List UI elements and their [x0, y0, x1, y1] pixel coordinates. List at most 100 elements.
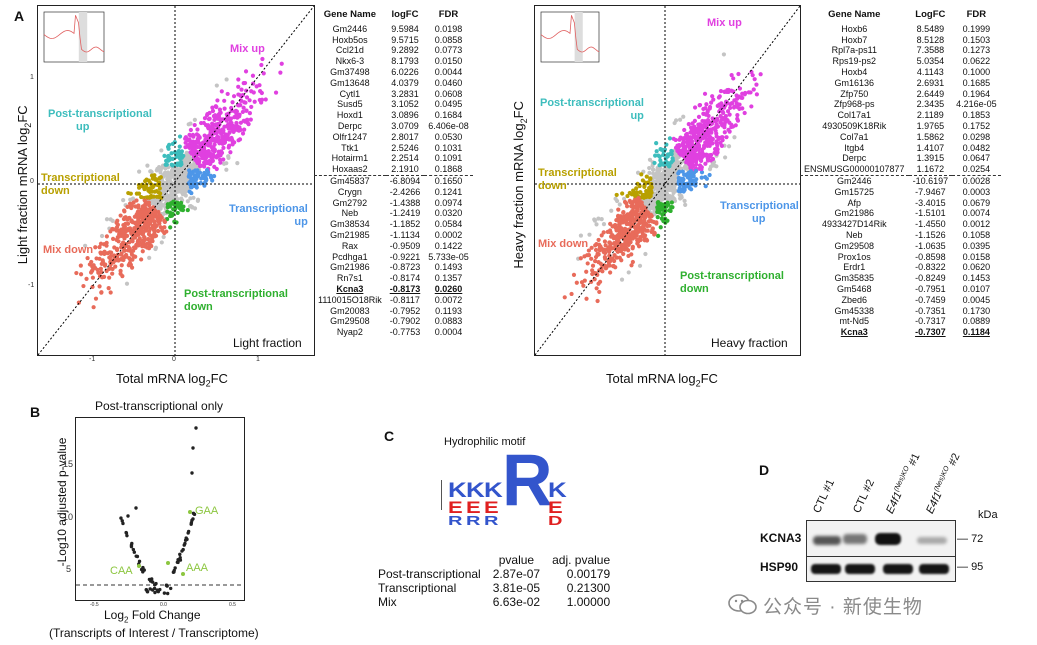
scatter-point: [697, 163, 703, 168]
scatter-point: [723, 155, 728, 160]
scatter-point: [692, 105, 698, 110]
scatter-point: [703, 184, 708, 189]
scatter-point: [127, 226, 133, 231]
fdr-cell: 0.1752: [962, 120, 991, 131]
logfc-cell: 2.5246: [391, 142, 419, 153]
scatter-point: [596, 281, 601, 286]
scatter-point: [146, 237, 151, 242]
volcano-point: [180, 549, 184, 553]
logfc-cell: 2.1910: [391, 164, 419, 175]
scatter-point: [675, 146, 680, 151]
logo-letter-e: E: [466, 498, 481, 517]
scatter-point: [648, 212, 653, 217]
fdr-cell: 0.1650: [424, 174, 473, 187]
scatter-point: [613, 196, 618, 201]
scatter-point: [104, 240, 109, 245]
scatter-point: [136, 203, 141, 208]
gene-name-cell: Gm21986: [330, 262, 370, 273]
scatter-point: [153, 246, 158, 252]
scatter-point: [122, 224, 128, 229]
scatter-point: [613, 235, 619, 241]
scatter-point: [146, 232, 152, 237]
fdr-cell: 0.1453: [962, 273, 991, 284]
volcano-point: [190, 471, 194, 475]
scatter-point: [585, 261, 590, 266]
scatter-point: [603, 266, 608, 271]
fdr-cell: 0.1273: [962, 45, 991, 56]
gene-name-cell: Gm2792: [332, 197, 368, 208]
volcano-point: [150, 588, 155, 592]
scatter-point: [702, 143, 707, 148]
logfc-cell: -0.7317: [915, 316, 946, 327]
scatter-point: [735, 116, 740, 121]
scatter-point: [211, 145, 216, 150]
scatter-point: [645, 223, 650, 229]
scatter-point: [132, 226, 137, 231]
scatter-point: [159, 148, 164, 153]
scatter-point: [671, 179, 677, 184]
scatter-point: [214, 166, 219, 172]
scatter-point: [162, 170, 168, 175]
scatter-point: [177, 144, 182, 149]
scatter-point: [688, 146, 693, 151]
scatter-point: [655, 215, 660, 220]
scatter-point: [98, 266, 103, 271]
scatter-point: [148, 226, 153, 231]
fdr-cell: 0.1684: [434, 110, 463, 121]
scatter-point: [593, 271, 599, 276]
logo-letter-r: R: [466, 514, 481, 529]
scatter-point: [608, 270, 613, 275]
scatter-point: [729, 72, 734, 78]
gene-name-cell: Gm21985: [330, 229, 370, 240]
gene-name-cell: Cytl1: [339, 88, 361, 99]
logfc-cell: 3.0709: [391, 120, 419, 131]
scatter-point: [635, 223, 640, 228]
scatter-point: [672, 120, 677, 126]
scatter-point: [187, 189, 192, 194]
table-row: Gm15725 -7.9467 0.0003: [800, 187, 1001, 198]
scatter-point: [180, 192, 186, 197]
scatter-point: [140, 205, 145, 210]
scatter-point: [165, 196, 170, 201]
scatter-point: [208, 173, 213, 178]
table-row: Itgb4 1.4107 0.0482: [800, 143, 1001, 154]
kcna3-blot: [806, 520, 956, 558]
table-row: Gm2792 -1.4388 0.0974: [314, 198, 473, 209]
scatter-point: [156, 228, 161, 234]
scatter-point: [110, 226, 115, 232]
table-row: Susd5 3.1052 0.0495: [314, 99, 473, 110]
scatter-point: [144, 228, 149, 233]
table-row: Gm45338 -0.7351 0.1730: [800, 306, 1001, 317]
logfc-cell: 5.0354: [916, 56, 945, 67]
scatter-point: [640, 230, 645, 235]
scatter-point: [278, 70, 283, 75]
scatter-point: [228, 150, 233, 155]
scatter-point: [740, 95, 745, 100]
scatter-point: [244, 95, 250, 100]
scatter-point: [732, 135, 737, 140]
scatter-point: [727, 129, 732, 134]
logfc-cell: -1.2419: [389, 208, 421, 219]
gene-name-cell: Erdr1: [843, 262, 866, 273]
scatter-point: [659, 188, 665, 193]
scatter-point: [676, 171, 681, 176]
volcano-point: [132, 550, 137, 554]
scatter-point: [678, 196, 683, 201]
gene-name-cell: Col17a1: [837, 110, 872, 121]
scatter-point: [187, 132, 192, 137]
scatter-point: [617, 202, 622, 207]
gene-name-cell: ENSMUSG00000107877: [804, 164, 905, 175]
scatter-point: [703, 174, 708, 180]
scatter-point: [661, 218, 666, 224]
logfc-cell: -0.7952: [389, 305, 421, 316]
gene-name-cell: Gm16136: [834, 77, 875, 88]
scatter-point: [641, 193, 646, 198]
gene-name-cell: Gm20083: [330, 305, 370, 316]
scatter-point: [191, 134, 196, 139]
scatter-point: [649, 185, 654, 190]
scatter-point: [699, 170, 705, 175]
scatter-point: [574, 280, 579, 285]
scatter-point: [150, 235, 155, 240]
logfc-cell: -0.8249: [915, 273, 946, 284]
scatter-point: [181, 172, 186, 177]
